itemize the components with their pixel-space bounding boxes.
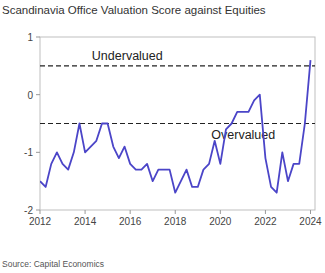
- plot-frame: [40, 37, 315, 210]
- x-tick: [220, 210, 221, 214]
- x-tick-label: 2022: [254, 216, 277, 227]
- y-tick: [36, 152, 40, 153]
- x-tick-label: 2024: [299, 216, 322, 227]
- x-tick-label: 2018: [164, 216, 187, 227]
- x-tick-label: 2014: [74, 216, 97, 227]
- y-tick-label: -1: [24, 147, 33, 158]
- annotation: Undervalued: [92, 49, 163, 63]
- y-tick: [36, 210, 40, 211]
- reference-line: [40, 65, 315, 66]
- x-tick: [85, 210, 86, 214]
- y-tick-label: 0: [27, 90, 33, 101]
- x-tick: [175, 210, 176, 214]
- annotation: Overvalued: [211, 128, 275, 142]
- y-tick-label: 1: [27, 32, 33, 43]
- x-tick: [310, 210, 311, 214]
- x-tick: [265, 210, 266, 214]
- plot-area: [40, 60, 310, 193]
- x-tick-label: 2020: [209, 216, 232, 227]
- series-line: [40, 60, 310, 193]
- x-tick: [40, 210, 41, 214]
- y-tick-label: -2: [24, 205, 33, 216]
- title: Scandinavia Office Valuation Score again…: [2, 4, 266, 16]
- chart: Scandinavia Office Valuation Score again…: [0, 0, 325, 273]
- y-tick: [36, 94, 40, 95]
- reference-line: [40, 123, 315, 124]
- y-tick: [36, 37, 40, 38]
- source: Source: Capital Economics: [2, 259, 104, 269]
- x-tick-label: 2012: [29, 216, 52, 227]
- x-tick-label: 2016: [119, 216, 142, 227]
- x-tick: [130, 210, 131, 214]
